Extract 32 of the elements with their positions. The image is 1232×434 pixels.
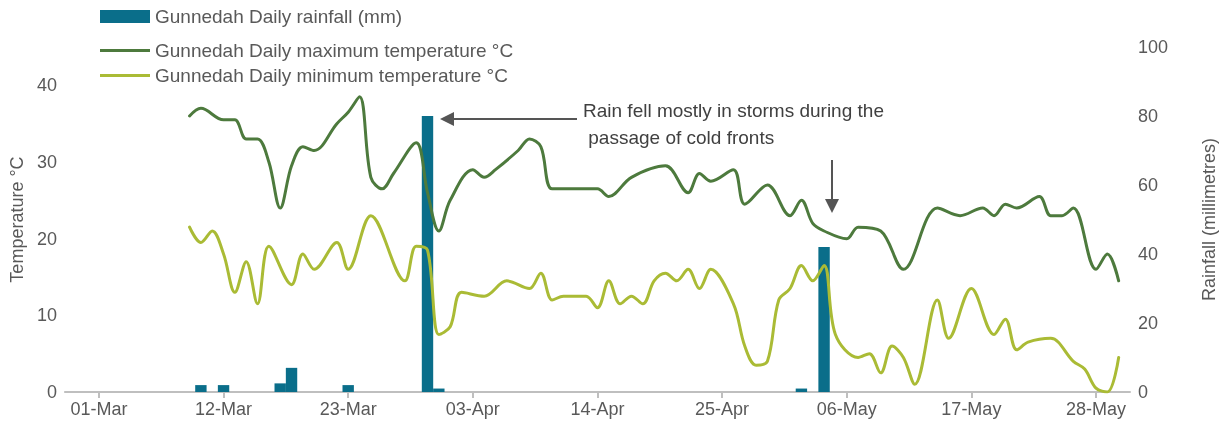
annotation: Rain fell mostly in storms during the passage of cold fronts <box>583 100 884 148</box>
x-tick-label: 14-Apr <box>570 399 625 419</box>
y2-tick-label: 40 <box>1138 244 1159 264</box>
x-tick-label: 23-Mar <box>319 399 377 419</box>
bar <box>217 385 230 392</box>
y2-tick-label: 100 <box>1138 37 1169 57</box>
y-tick-label: 20 <box>36 228 57 249</box>
y-tick-label: 10 <box>36 305 57 326</box>
y2-tick-label: 20 <box>1138 313 1159 333</box>
y2-tick-label: 80 <box>1138 106 1159 126</box>
bar <box>342 385 354 392</box>
x-tick-label: 17-May <box>941 399 1002 419</box>
y-axis-title: Temperature °C <box>7 156 27 283</box>
x-tick-label: 06-May <box>816 399 877 419</box>
y2-tick-label: 0 <box>1138 382 1149 402</box>
bar <box>818 247 830 392</box>
y-tick-label: 40 <box>36 75 57 96</box>
x-tick-label: 25-Apr <box>695 399 750 419</box>
y-tick-label: 0 <box>46 382 57 402</box>
x-tick-label: 01-Mar <box>70 399 128 419</box>
bar <box>195 385 207 392</box>
x-tick-label: 12-Mar <box>195 399 253 419</box>
legend-label: Gunnedah Daily minimum temperature °C <box>155 65 508 86</box>
legend-label: Gunnedah Daily maximum temperature °C <box>155 40 514 61</box>
line-series <box>188 95 1121 283</box>
x-tick-label: 28-May <box>1065 399 1127 419</box>
y-tick-label: 30 <box>36 152 57 172</box>
y2-tick-label: 60 <box>1138 175 1159 195</box>
y2-axis-title: Rainfall (millimetres) <box>1199 137 1219 302</box>
line-series <box>188 214 1121 394</box>
x-tick-label: 03-Apr <box>445 399 500 419</box>
legend-label: Gunnedah Daily rainfall (mm) <box>155 6 403 27</box>
